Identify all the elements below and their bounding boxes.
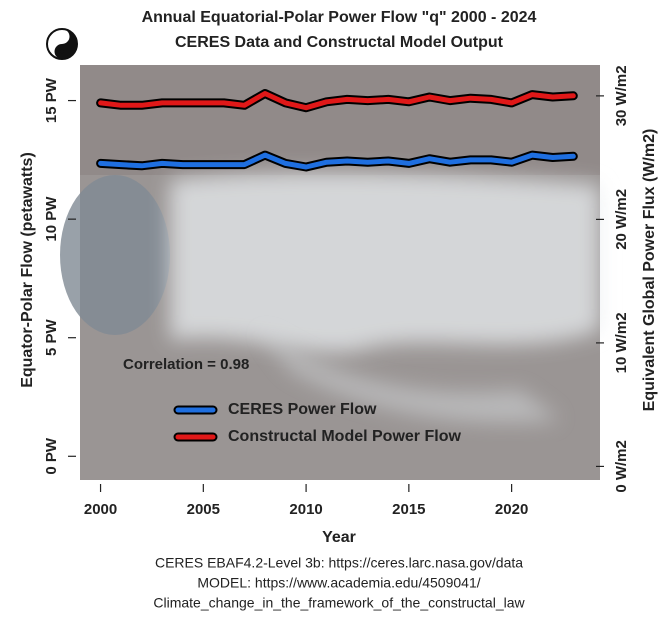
chart-title: Annual Equatorial-Polar Power Flow "q" 2… xyxy=(142,9,537,26)
y-tick-label: 15 PW xyxy=(43,77,60,123)
logo xyxy=(47,29,77,59)
y2-tick-label: 0 W/m2 xyxy=(613,440,630,493)
legend-label: CERES Power Flow xyxy=(228,401,377,418)
x-tick-label: 2010 xyxy=(289,501,322,518)
x-axis-label: Year xyxy=(322,529,356,546)
x-tick-label: 2005 xyxy=(187,501,220,518)
caption-line: MODEL: https://www.academia.edu/4509041/ xyxy=(197,575,480,591)
y-tick-label: 0 PW xyxy=(43,437,60,475)
y-tick-label: 5 PW xyxy=(43,319,60,357)
x-tick-label: 2020 xyxy=(495,501,528,518)
legend-label: Constructal Model Power Flow xyxy=(228,428,461,445)
x-tick-label: 2000 xyxy=(84,501,117,518)
y2-axis-label: Equivalent Global Power Flux (W/m2) xyxy=(641,129,658,412)
y-axis-label: Equator-Polar Flow (petawatts) xyxy=(19,152,36,388)
annotation: Correlation = 0.98 xyxy=(123,356,249,373)
y2-tick-label: 30 W/m2 xyxy=(613,65,630,126)
y-tick-label: 10 PW xyxy=(43,196,60,242)
caption-line: CERES EBAF4.2-Level 3b: https://ceres.la… xyxy=(155,555,523,571)
x-tick-label: 2015 xyxy=(392,501,425,518)
caption-line: Climate_change_in_the_framework_of_the_c… xyxy=(153,595,525,611)
chart-subtitle: CERES Data and Constructal Model Output xyxy=(175,34,504,51)
y2-tick-label: 20 W/m2 xyxy=(613,189,630,250)
y2-tick-label: 10 W/m2 xyxy=(613,312,630,373)
chart: Annual Equatorial-Polar Power Flow "q" 2… xyxy=(0,0,672,617)
